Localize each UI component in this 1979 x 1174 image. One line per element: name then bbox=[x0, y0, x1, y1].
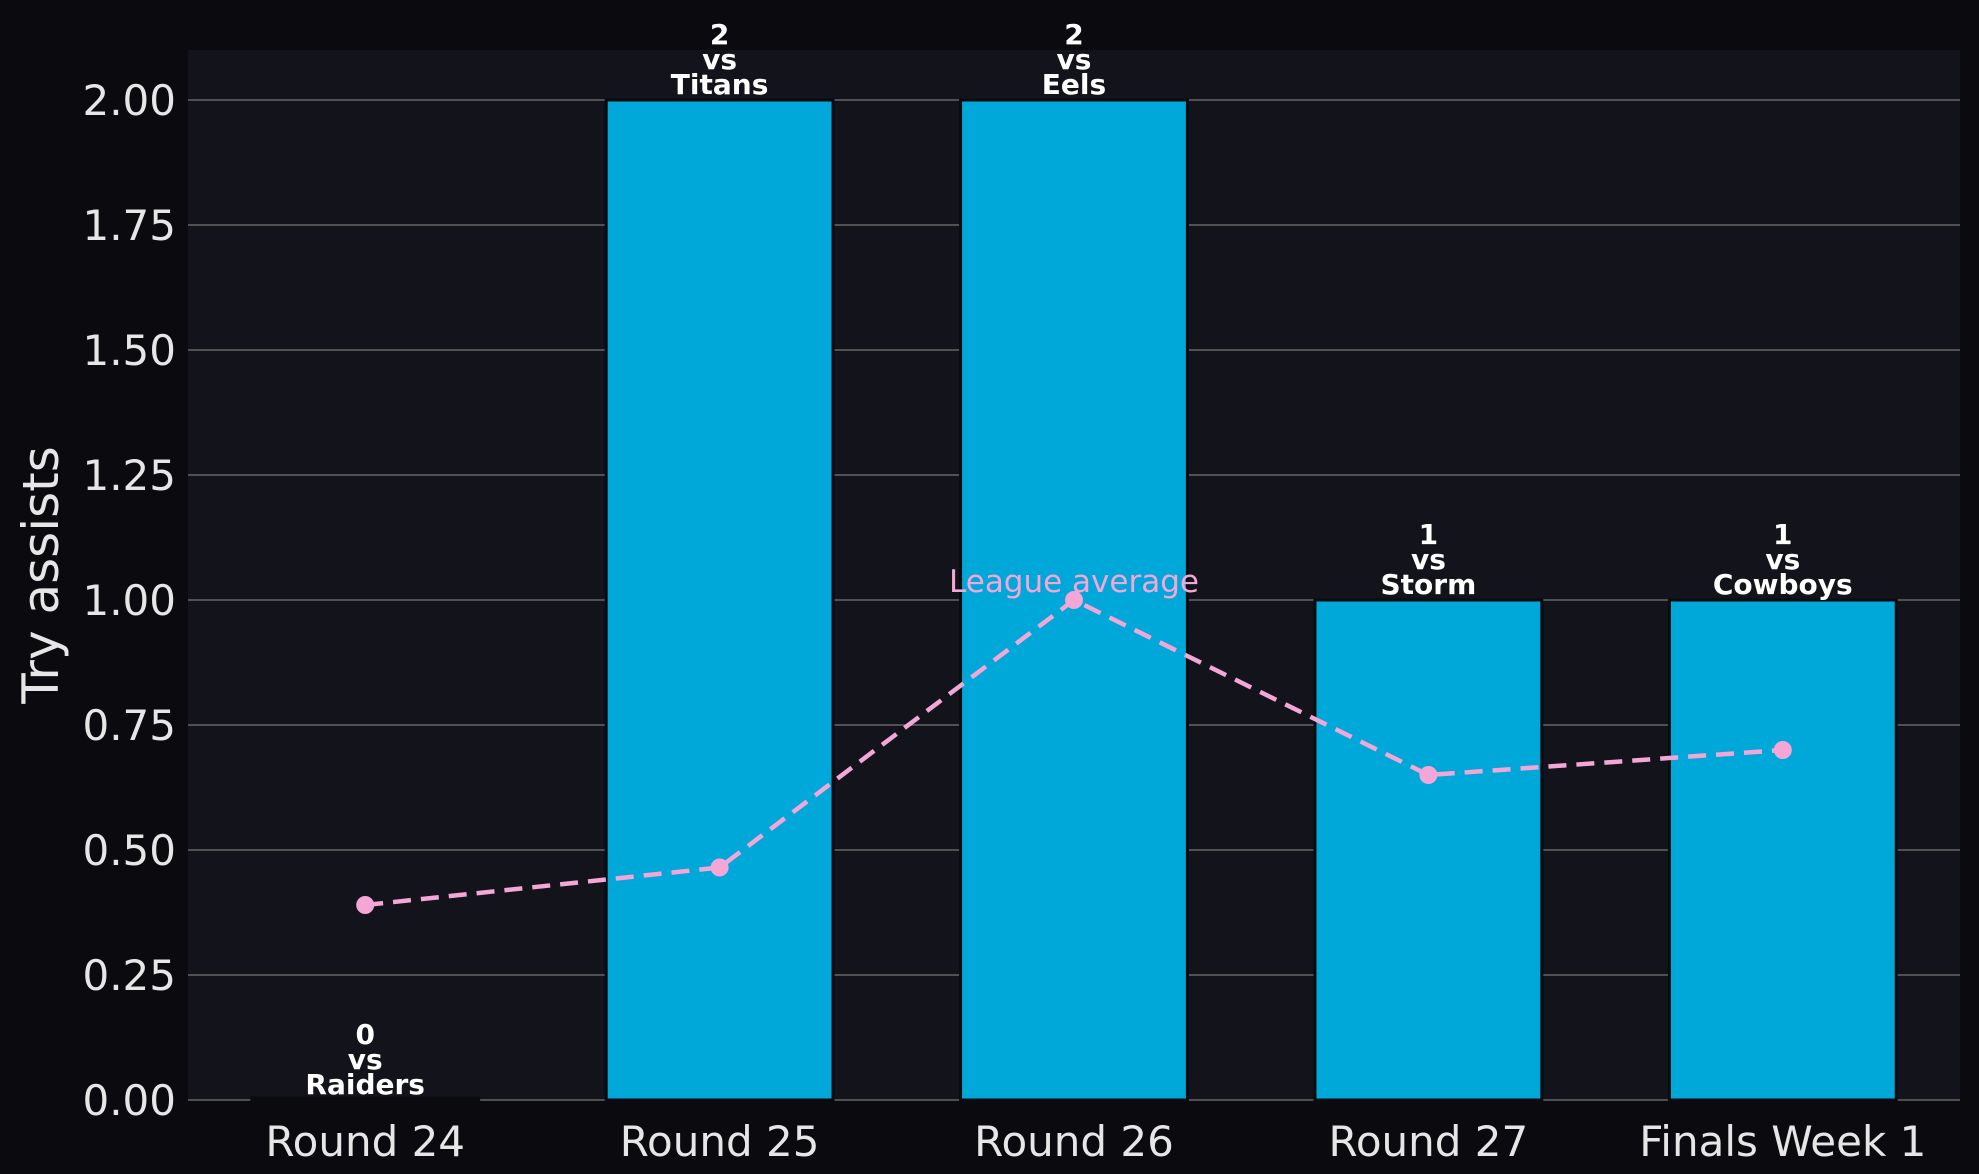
bars bbox=[250, 98, 1898, 1102]
y-tick-label: 1.25 bbox=[82, 451, 176, 500]
y-tick-label: 0.50 bbox=[82, 826, 176, 875]
bar bbox=[1313, 598, 1544, 1102]
bar-opponent-label: Raiders bbox=[305, 1068, 425, 1101]
bar bbox=[1667, 598, 1898, 1102]
bar-value-label: 2 bbox=[710, 18, 729, 51]
bar bbox=[604, 98, 835, 1102]
league-average-point bbox=[1419, 766, 1438, 784]
bar-opponent-label: Titans bbox=[671, 68, 769, 101]
league-average-point bbox=[356, 896, 375, 914]
league-average-point bbox=[1773, 741, 1792, 759]
league-average-point bbox=[710, 858, 729, 877]
y-tick-label: 1.75 bbox=[82, 201, 176, 250]
y-tick-label: 0.25 bbox=[82, 951, 176, 1000]
bar-value-label: 1 bbox=[1419, 518, 1438, 551]
y-tick-label: 1.50 bbox=[82, 326, 176, 375]
bar-labels: 0vsRaiders2vsTitans2vsEels1vsStorm1vsCow… bbox=[305, 18, 1852, 1101]
x-tick-label: Round 27 bbox=[1329, 1117, 1529, 1166]
bar-vs-label: vs bbox=[702, 43, 737, 76]
bar-vs-label: vs bbox=[1057, 43, 1092, 76]
bar-value-label: 2 bbox=[1064, 18, 1083, 51]
bar-vs-label: vs bbox=[348, 1043, 383, 1076]
y-axis-title: Try assists bbox=[12, 446, 70, 705]
x-axis-ticks: Round 24 Round 25 Round 26 Round 27 Finals W… bbox=[265, 1117, 1926, 1166]
y-axis-ticks: 0.00 0.25 0.50 0.75 1.00 1.25 1.50 1.75 2.00 bbox=[82, 76, 176, 1125]
bar-opponent-label: Eels bbox=[1042, 68, 1106, 101]
bar-opponent-label: Storm bbox=[1381, 568, 1477, 601]
y-tick-label: 1.00 bbox=[82, 576, 176, 625]
bar-value-label: 0 bbox=[355, 1018, 374, 1051]
league-average-line bbox=[356, 591, 1792, 914]
bar bbox=[250, 1096, 481, 1102]
y-tick-label: 0.00 bbox=[82, 1076, 176, 1125]
x-tick-label: Round 24 bbox=[265, 1117, 465, 1166]
x-tick-label: Round 25 bbox=[620, 1117, 820, 1166]
bar-value-label: 1 bbox=[1773, 518, 1792, 551]
league-average-point bbox=[1065, 591, 1083, 609]
bar-vs-label: vs bbox=[1765, 543, 1800, 576]
y-tick-label: 0.75 bbox=[82, 701, 176, 750]
y-tick-label: 2.00 bbox=[82, 76, 176, 125]
bar-vs-label: vs bbox=[1411, 543, 1446, 576]
x-tick-label: Finals Week 1 bbox=[1639, 1117, 1926, 1166]
league-average-annotation: League average bbox=[949, 564, 1199, 600]
x-tick-label: Round 26 bbox=[974, 1117, 1174, 1166]
bar-opponent-label: Cowboys bbox=[1713, 568, 1853, 601]
